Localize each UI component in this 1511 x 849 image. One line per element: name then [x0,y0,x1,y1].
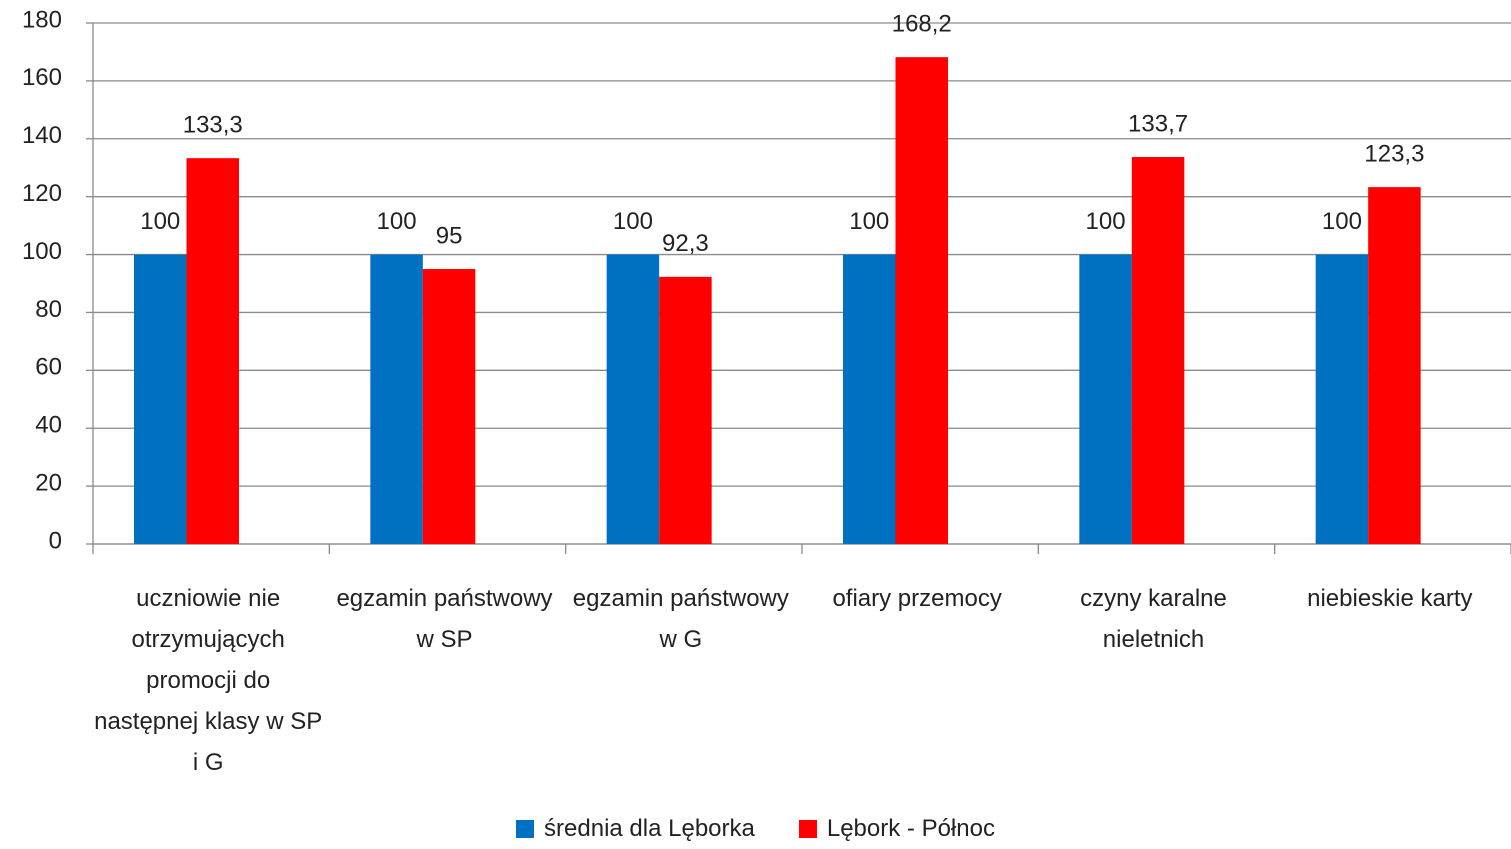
bar [1368,187,1421,545]
data-label: 123,3 [1364,140,1424,167]
x-tick-label: niebieskie karty [1307,585,1473,612]
bar [843,254,896,545]
y-tick-label: 140 [22,122,62,149]
y-tick-label: 80 [35,296,62,323]
data-label: 92,3 [662,230,709,257]
bar [186,158,239,544]
x-tick-label: uczniowie nie otrzymujących promocji do … [94,585,323,776]
x-tick-label: egzamin państwowy w G [572,585,789,653]
legend-swatch [798,820,817,838]
data-label: 100 [1086,208,1126,235]
y-tick-label: 60 [35,354,62,381]
bar [422,269,476,544]
data-label: 133,3 [183,112,243,139]
x-tick-label: ofiary przemocy [832,585,1002,612]
data-label: 100 [849,208,889,235]
bar [370,254,423,545]
y-tick-label: 120 [22,180,62,207]
legend-item: Lębork - Północ [798,815,995,842]
bar [659,276,712,544]
y-tick-label: 160 [22,64,62,91]
legend-swatch [516,820,535,838]
legend-label: średnia dla Lęborka [544,815,755,842]
data-label: 100 [613,208,653,235]
y-tick-label: 0 [49,527,62,554]
data-label: 100 [1322,208,1362,235]
data-label: 100 [140,208,180,235]
y-tick-label: 180 [22,6,62,33]
x-tick-label: egzamin państwowy w SP [336,585,553,653]
data-label: 100 [377,208,417,235]
y-tick-label: 40 [35,412,62,439]
data-label: 95 [436,222,463,249]
bar [1315,254,1369,545]
bar [606,254,660,545]
bar [134,254,187,545]
bar [1131,157,1185,545]
x-tick-label: czyny karalne nieletnich [1080,585,1227,653]
data-label: 168,2 [892,10,952,37]
y-tick-label: 100 [22,238,62,265]
legend-item: średnia dla Lęborka [516,815,755,842]
bar [1079,254,1132,545]
bar [895,57,948,544]
y-tick-label: 20 [35,469,62,496]
data-label: 133,7 [1128,110,1188,137]
legend-label: Lębork - Północ [826,815,995,842]
legend: średnia dla Lęborka Lębork - Północ [0,815,1511,843]
